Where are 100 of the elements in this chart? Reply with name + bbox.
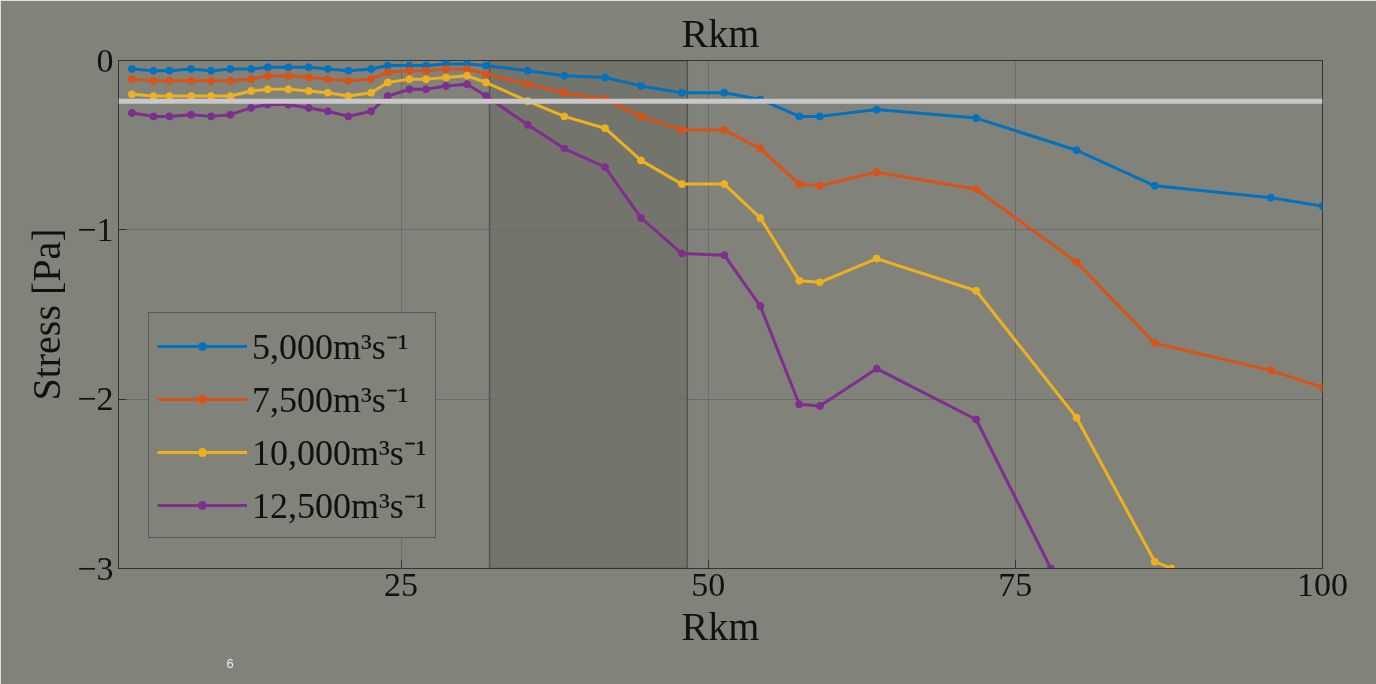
point: [815, 278, 824, 287]
point: [637, 112, 646, 121]
point: [304, 63, 313, 72]
point: [795, 180, 804, 189]
point: [263, 63, 272, 72]
point: [442, 73, 451, 82]
point: [815, 401, 824, 410]
point: [247, 64, 256, 73]
point: [187, 110, 196, 119]
point: [304, 86, 313, 95]
point: [367, 107, 376, 116]
point: [601, 124, 610, 133]
point: [165, 66, 174, 75]
point: [344, 66, 353, 75]
point: [165, 112, 174, 121]
point: [304, 103, 313, 112]
point: [149, 112, 158, 121]
point: [795, 112, 804, 121]
point: [720, 180, 729, 189]
x-tick-label: 75: [998, 565, 1033, 603]
point: [815, 181, 824, 190]
point: [323, 64, 332, 73]
point: [720, 251, 729, 260]
point: [523, 80, 532, 89]
y-tick-label: −2: [77, 380, 114, 418]
point: [637, 213, 646, 222]
point: [720, 88, 729, 97]
point: [149, 66, 158, 75]
point: [1266, 366, 1275, 375]
point: [637, 81, 646, 90]
point: [1266, 193, 1275, 202]
point: [442, 64, 451, 73]
point: [560, 71, 569, 80]
point: [601, 163, 610, 172]
x-tick-label: 100: [1297, 565, 1348, 603]
point: [463, 80, 472, 89]
point: [323, 107, 332, 116]
point: [226, 76, 235, 85]
point: [463, 64, 472, 73]
legend-label: 5,000m³s⁻¹: [252, 326, 409, 369]
point: [323, 75, 332, 84]
point: [1072, 146, 1081, 155]
x-tick-label: 50: [691, 565, 726, 603]
point: [720, 125, 729, 134]
point: [149, 76, 158, 85]
point: [972, 415, 981, 424]
y-tick-label: 0: [96, 41, 114, 79]
point: [560, 88, 569, 97]
point: [127, 109, 136, 117]
x-tick-label: 25: [384, 565, 419, 603]
point: [405, 66, 414, 75]
point: [127, 64, 136, 73]
point: [815, 112, 824, 121]
point: [323, 88, 332, 97]
point: [367, 64, 376, 73]
point: [756, 213, 765, 222]
point: [344, 76, 353, 85]
point: [367, 75, 376, 84]
legend-label: 10,000m³s⁻¹: [252, 432, 427, 475]
point: [127, 90, 136, 99]
point: [263, 85, 272, 94]
legend-label: 7,500m³s⁻¹: [252, 379, 409, 422]
point: [422, 75, 431, 84]
point: [795, 276, 804, 285]
point: [795, 400, 804, 409]
point: [677, 125, 686, 134]
point: [187, 64, 196, 73]
x-axis-title: Rkm: [681, 603, 760, 649]
point: [523, 66, 532, 75]
point: [383, 78, 392, 87]
point: [367, 88, 376, 97]
point: [127, 75, 136, 84]
point: [344, 112, 353, 121]
point: [1072, 413, 1081, 422]
point: [482, 61, 491, 70]
text: 6: [226, 655, 234, 671]
point: [872, 105, 881, 114]
point: [247, 75, 256, 84]
point: [1072, 258, 1081, 266]
point: [207, 76, 216, 85]
point: [872, 168, 881, 177]
point: [187, 76, 196, 85]
point: [263, 71, 272, 80]
point: [756, 302, 765, 311]
point: [523, 120, 532, 129]
point: [165, 76, 174, 85]
y-tick-label: −1: [77, 210, 114, 248]
point: [560, 144, 569, 153]
point: [637, 156, 646, 165]
y-axis-title: Stress [Pa]: [24, 228, 70, 401]
point: [756, 144, 765, 153]
point: [1150, 339, 1159, 348]
point: [284, 85, 293, 94]
point: [226, 110, 235, 119]
text: Rkm: [681, 10, 760, 56]
point: [601, 73, 610, 82]
point: [284, 63, 293, 72]
point: [677, 88, 686, 97]
point: [304, 73, 313, 82]
point: [247, 86, 256, 95]
